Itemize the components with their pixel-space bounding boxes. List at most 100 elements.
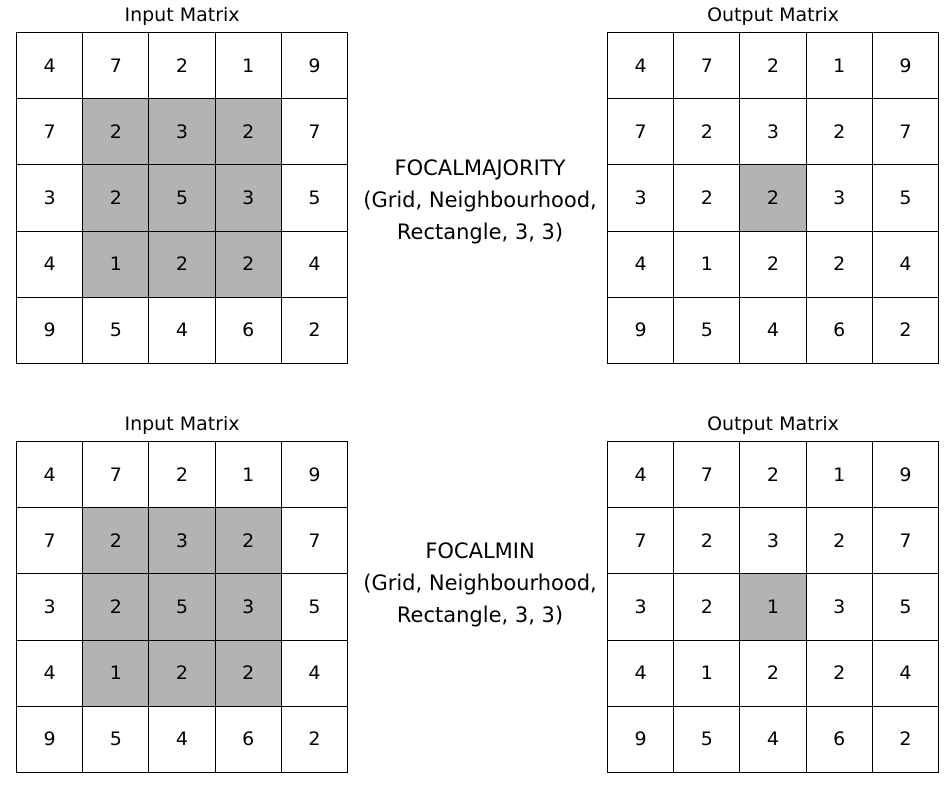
- matrix-row: 4 1 2 2 4: [15, 639, 349, 707]
- matrix-cell: 3: [739, 507, 807, 575]
- matrix-cell: 5: [673, 296, 741, 365]
- neighbourhood-cell: 5: [148, 573, 216, 641]
- operation-args: (Grid, Neighbourhood,: [363, 188, 597, 212]
- matrix-cell: 7: [673, 31, 741, 100]
- matrix-cell: 5: [871, 164, 940, 232]
- matrix-row: 7 2 3 2 7: [15, 507, 349, 575]
- matrix-cell: 3: [805, 573, 873, 641]
- matrix-cell: 4: [148, 705, 216, 774]
- matrix-cell: 4: [15, 639, 84, 707]
- matrix-row: 3 2 1 3 5: [606, 573, 940, 641]
- neighbourhood-cell: 2: [148, 639, 216, 707]
- matrix-cell: 2: [739, 31, 807, 100]
- matrix-cell: 2: [805, 230, 873, 298]
- matrix-cell: 9: [606, 705, 675, 774]
- matrix-cell: 2: [739, 639, 807, 707]
- matrix-cell: 7: [280, 507, 349, 575]
- matrix-cell: 4: [606, 230, 675, 298]
- neighbourhood-cell: 3: [214, 164, 282, 232]
- matrix-cell: 4: [15, 31, 84, 100]
- matrix-cell: 9: [871, 31, 940, 100]
- neighbourhood-cell: 2: [148, 230, 216, 298]
- operation-args: Rectangle, 3, 3): [396, 220, 564, 244]
- matrix-cell: 3: [15, 573, 84, 641]
- matrix-cell: 6: [214, 296, 282, 365]
- matrix-cell: 5: [280, 573, 349, 641]
- matrix-row: 4 1 2 2 4: [15, 230, 349, 298]
- output-matrix-grid: 4 7 2 1 9 7 2 3 2 7 3 2 1 3 5 4 1 2 2 4 …: [606, 440, 940, 774]
- matrix-cell: 9: [280, 31, 349, 100]
- matrix-row: 4 7 2 1 9: [15, 31, 349, 100]
- matrix-cell: 2: [148, 31, 216, 100]
- neighbourhood-cell: 3: [148, 98, 216, 166]
- neighbourhood-cell: 2: [82, 573, 150, 641]
- matrix-cell: 4: [280, 230, 349, 298]
- matrix-cell: 4: [606, 440, 675, 509]
- output-matrix-title: Output Matrix: [707, 413, 839, 435]
- matrix-row: 4 1 2 2 4: [606, 639, 940, 707]
- operation-label: FOCALMIN (Grid, Neighbourhood, Rectangle…: [352, 535, 608, 631]
- matrix-cell: 7: [871, 507, 940, 575]
- matrix-cell: 7: [82, 31, 150, 100]
- matrix-cell: 9: [606, 296, 675, 365]
- matrix-cell: 4: [871, 639, 940, 707]
- neighbourhood-cell: 3: [148, 507, 216, 575]
- neighbourhood-cell: 2: [214, 639, 282, 707]
- input-matrix-grid: 4 7 2 1 9 7 2 3 2 7 3 2 5 3 5 4 1 2 2 4 …: [15, 31, 349, 365]
- neighbourhood-cell: 2: [82, 98, 150, 166]
- matrix-cell: 6: [805, 705, 873, 774]
- neighbourhood-cell: 5: [148, 164, 216, 232]
- operation-label: FOCALMAJORITY (Grid, Neighbourhood, Rect…: [352, 152, 608, 248]
- matrix-cell: 7: [871, 98, 940, 166]
- matrix-cell: 5: [871, 573, 940, 641]
- neighbourhood-cell: 3: [214, 573, 282, 641]
- matrix-cell: 3: [15, 164, 84, 232]
- matrix-cell: 2: [673, 164, 741, 232]
- matrix-cell: 7: [280, 98, 349, 166]
- operation-args: Rectangle, 3, 3): [396, 603, 564, 627]
- matrix-cell: 2: [871, 705, 940, 774]
- matrix-cell: 9: [280, 440, 349, 509]
- matrix-cell: 2: [805, 98, 873, 166]
- matrix-row: 3 2 5 3 5: [15, 573, 349, 641]
- matrix-cell: 1: [673, 230, 741, 298]
- matrix-cell: 5: [280, 164, 349, 232]
- matrix-row: 9 5 4 6 2: [606, 705, 940, 774]
- result-cell: 1: [739, 573, 807, 641]
- matrix-cell: 4: [871, 230, 940, 298]
- matrix-cell: 3: [739, 98, 807, 166]
- neighbourhood-cell: 1: [82, 639, 150, 707]
- matrix-cell: 4: [739, 296, 807, 365]
- matrix-cell: 7: [673, 440, 741, 509]
- neighbourhood-cell: 2: [214, 98, 282, 166]
- matrix-cell: 2: [280, 296, 349, 365]
- result-cell: 2: [739, 164, 807, 232]
- matrix-cell: 2: [739, 440, 807, 509]
- matrix-cell: 1: [805, 31, 873, 100]
- matrix-row: 9 5 4 6 2: [15, 705, 349, 774]
- matrix-cell: 5: [673, 705, 741, 774]
- matrix-cell: 2: [805, 507, 873, 575]
- matrix-cell: 4: [739, 705, 807, 774]
- matrix-row: 7 2 3 2 7: [606, 507, 940, 575]
- matrix-cell: 7: [606, 507, 675, 575]
- matrix-cell: 2: [673, 98, 741, 166]
- matrix-cell: 7: [82, 440, 150, 509]
- neighbourhood-cell: 2: [82, 164, 150, 232]
- matrix-cell: 4: [606, 639, 675, 707]
- matrix-row: 3 2 2 3 5: [606, 164, 940, 232]
- matrix-cell: 4: [606, 31, 675, 100]
- matrix-row: 9 5 4 6 2: [15, 296, 349, 365]
- matrix-cell: 9: [15, 296, 84, 365]
- input-matrix-grid: 4 7 2 1 9 7 2 3 2 7 3 2 5 3 5 4 1 2 2 4 …: [15, 440, 349, 774]
- matrix-row: 9 5 4 6 2: [606, 296, 940, 365]
- output-matrix-title: Output Matrix: [707, 4, 839, 26]
- neighbourhood-cell: 2: [214, 230, 282, 298]
- matrix-cell: 9: [871, 440, 940, 509]
- matrix-cell: 4: [280, 639, 349, 707]
- matrix-cell: 2: [739, 230, 807, 298]
- matrix-cell: 5: [82, 705, 150, 774]
- matrix-cell: 6: [805, 296, 873, 365]
- matrix-cell: 6: [214, 705, 282, 774]
- input-matrix-title: Input Matrix: [124, 413, 240, 435]
